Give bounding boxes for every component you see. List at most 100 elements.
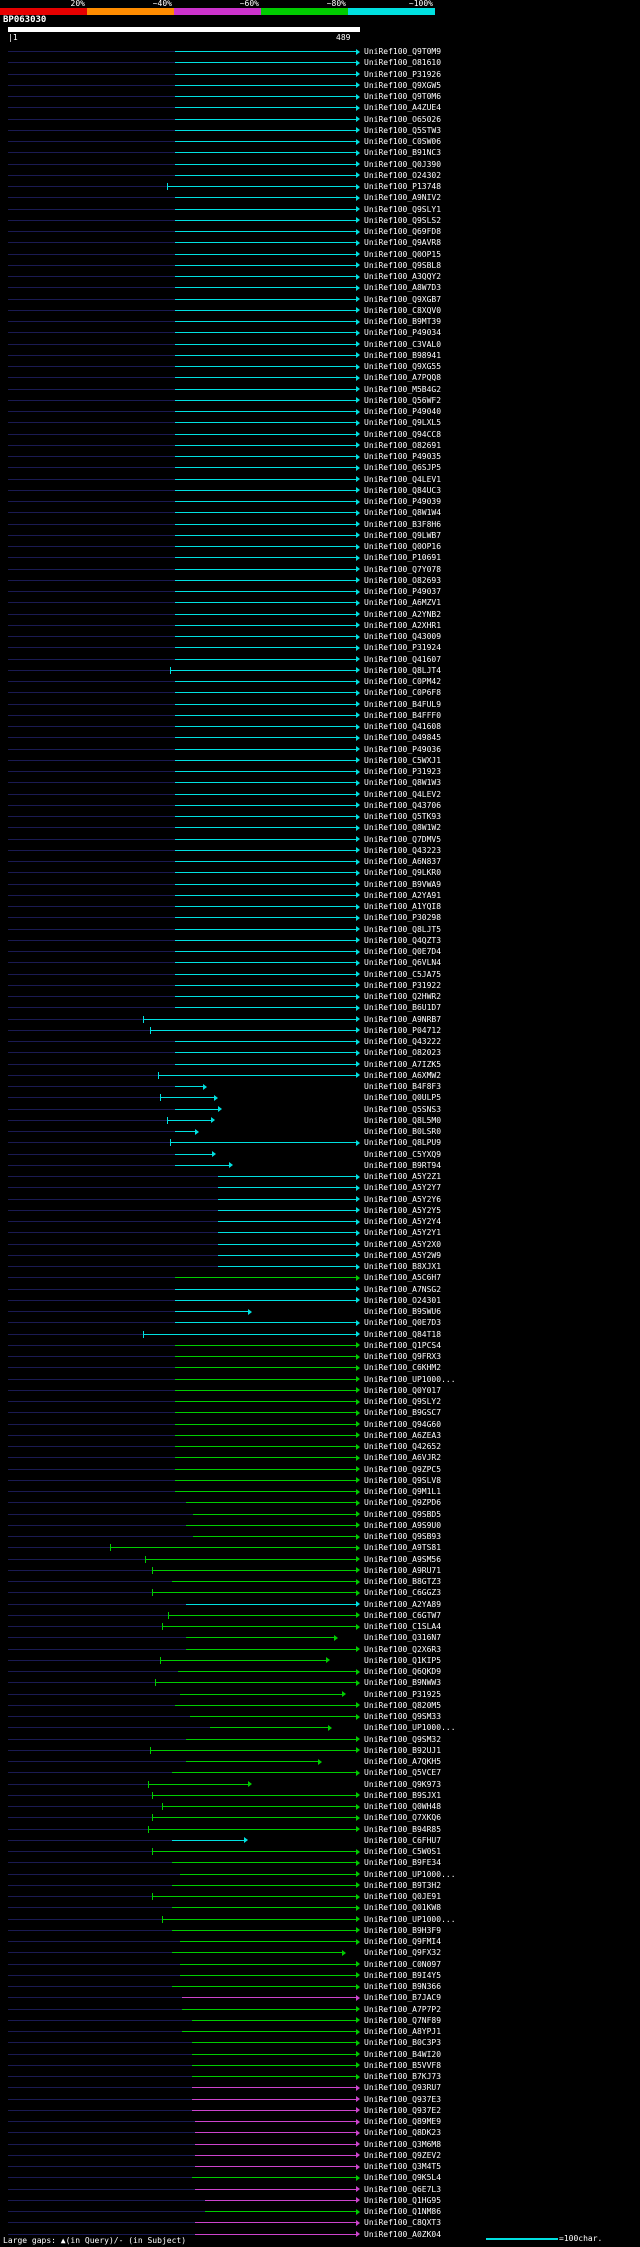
hit-label[interactable]: UniRef100_P31923 [364, 767, 442, 776]
hit-label[interactable]: UniRef100_B8XJX1 [364, 1262, 442, 1271]
hit-segment[interactable] [217, 1243, 356, 1245]
hit-segment[interactable] [191, 2177, 356, 2179]
hit-segment[interactable] [178, 1671, 356, 1672]
hit-label[interactable]: UniRef100_Q3M6M8 [364, 2139, 442, 2149]
hit-segment[interactable] [175, 613, 356, 615]
hit-label[interactable]: UniRef100_P30298 [364, 913, 442, 923]
hit-label[interactable]: UniRef100_Q7NF89 [364, 2015, 442, 2025]
hit-label[interactable]: UniRef100_Q9ZPC5 [364, 1464, 442, 1474]
hit-label[interactable]: UniRef100_A7IZK5 [364, 1059, 442, 1069]
hit-label[interactable]: UniRef100_Q43222 [364, 1037, 442, 1046]
hit-segment[interactable] [175, 1344, 356, 1346]
hit-segment[interactable] [175, 96, 356, 97]
hit-segment[interactable] [175, 321, 356, 322]
hit-segment[interactable] [194, 2121, 356, 2122]
hit-segment[interactable] [175, 1108, 219, 1110]
hit-label[interactable]: UniRef100_P49037 [364, 587, 442, 596]
hit-label[interactable]: UniRef100_Q6QKD9 [364, 1667, 442, 1676]
hit-label[interactable]: UniRef100_C0P6F8 [364, 688, 442, 698]
hit-label[interactable]: UniRef100_C0PM42 [364, 677, 442, 686]
hit-segment[interactable] [191, 2064, 356, 2066]
hit-label[interactable]: UniRef100_A5Y2Y5 [364, 1205, 442, 1215]
hit-segment[interactable] [191, 2053, 356, 2055]
hit-segment[interactable] [175, 591, 356, 592]
hit-segment[interactable] [162, 1918, 356, 1920]
hit-segment[interactable] [175, 838, 356, 840]
hit-label[interactable]: UniRef100_B9VWA9 [364, 879, 442, 889]
hit-segment[interactable] [179, 1693, 343, 1695]
hit-segment[interactable] [175, 388, 356, 390]
hit-label[interactable]: UniRef100_B3F8H6 [364, 519, 442, 529]
hit-segment[interactable] [175, 1446, 356, 1447]
hit-label[interactable]: UniRef100_P10691 [364, 553, 442, 563]
hit-segment[interactable] [175, 287, 356, 289]
hit-label[interactable]: UniRef100_Q3M4T5 [364, 2162, 442, 2171]
hit-segment[interactable] [152, 1851, 356, 1852]
hit-label[interactable]: UniRef100_Q0E7D4 [364, 947, 442, 956]
hit-label[interactable]: UniRef100_Q6E7L3 [364, 2184, 442, 2194]
hit-label[interactable]: UniRef100_O49845 [364, 733, 442, 743]
hit-label[interactable]: UniRef100_A4ZUE4 [364, 103, 442, 113]
hit-segment[interactable] [175, 827, 356, 829]
hit-segment[interactable] [175, 219, 356, 221]
hit-segment[interactable] [175, 489, 356, 491]
hit-label[interactable]: UniRef100_B9NWW3 [364, 1678, 442, 1688]
hit-label[interactable]: UniRef100_P04712 [364, 1025, 442, 1035]
hit-segment[interactable] [147, 1828, 356, 1830]
hit-label[interactable]: UniRef100_Q5VCE7 [364, 1768, 442, 1778]
hit-label[interactable]: UniRef100_Q0JE91 [364, 1892, 442, 1901]
hit-label[interactable]: UniRef100_A0ZK04 [364, 2229, 442, 2239]
hit-segment[interactable] [175, 1479, 356, 1481]
hit-label[interactable]: UniRef100_B0LSR0 [364, 1127, 442, 1136]
hit-label[interactable]: UniRef100_Q0J390 [364, 159, 442, 169]
hit-label[interactable]: UniRef100_Q8LJT5 [364, 924, 442, 934]
hit-label[interactable]: UniRef100_Q9M1L1 [364, 1487, 442, 1496]
hit-segment[interactable] [142, 1018, 356, 1020]
hit-label[interactable]: UniRef100_C5W0S1 [364, 1847, 442, 1856]
hit-label[interactable]: UniRef100_Q94CC8 [364, 429, 442, 439]
hit-label[interactable]: UniRef100_B4F8F3 [364, 1082, 442, 1091]
hit-segment[interactable] [189, 1716, 356, 1717]
hit-label[interactable]: UniRef100_Q9SLS2 [364, 215, 442, 225]
hit-label[interactable]: UniRef100_C6GGZ3 [364, 1588, 442, 1598]
hit-label[interactable]: UniRef100_UP1000... [364, 1914, 456, 1924]
hit-segment[interactable] [175, 1356, 356, 1357]
hit-label[interactable]: UniRef100_Q6VLN4 [364, 958, 442, 968]
hit-segment[interactable] [175, 197, 356, 199]
hit-segment[interactable] [109, 1547, 356, 1549]
hit-segment[interactable] [186, 1603, 356, 1605]
hit-segment[interactable] [175, 73, 356, 75]
hit-segment[interactable] [166, 1119, 211, 1121]
hit-label[interactable]: UniRef100_Q84UC3 [364, 485, 442, 495]
hit-label[interactable]: UniRef100_Q9ZEV2 [364, 2150, 442, 2160]
hit-segment[interactable] [175, 703, 356, 705]
hit-label[interactable]: UniRef100_Q7DMV5 [364, 834, 442, 844]
hit-label[interactable]: UniRef100_A1YQI8 [364, 902, 442, 911]
hit-label[interactable]: UniRef100_Q8LPU9 [364, 1138, 442, 1148]
hit-segment[interactable] [175, 523, 356, 525]
hit-label[interactable]: UniRef100_A3QQY2 [364, 272, 442, 281]
hit-label[interactable]: UniRef100_B9GSC7 [364, 1408, 442, 1418]
hit-segment[interactable] [162, 1626, 356, 1627]
hit-label[interactable]: UniRef100_Q0OP16 [364, 542, 442, 551]
hit-segment[interactable] [179, 1974, 356, 1976]
hit-label[interactable]: UniRef100_P31925 [364, 1689, 442, 1699]
hit-label[interactable]: UniRef100_Q9SB93 [364, 1532, 442, 1541]
hit-segment[interactable] [171, 1986, 356, 1987]
hit-segment[interactable] [175, 872, 356, 874]
hit-segment[interactable] [175, 512, 356, 514]
hit-segment[interactable] [175, 84, 356, 86]
hit-segment[interactable] [175, 861, 356, 862]
hit-label[interactable]: UniRef100_B8GTZ3 [364, 1577, 442, 1586]
hit-segment[interactable] [191, 2087, 356, 2089]
hit-label[interactable]: UniRef100_B7KJ73 [364, 2072, 442, 2081]
hit-segment[interactable] [175, 163, 356, 165]
hit-label[interactable]: UniRef100_C5JA75 [364, 969, 442, 979]
hit-label[interactable]: UniRef100_B9MT39 [364, 317, 442, 326]
hit-label[interactable]: UniRef100_B9SWU6 [364, 1307, 442, 1316]
hit-segment[interactable] [175, 1288, 356, 1290]
hit-label[interactable]: UniRef100_Q43706 [364, 800, 442, 810]
hit-segment[interactable] [175, 1299, 356, 1301]
hit-label[interactable]: UniRef100_Q89ME9 [364, 2117, 442, 2126]
hit-label[interactable]: UniRef100_A5Y2Y1 [364, 1228, 442, 1238]
